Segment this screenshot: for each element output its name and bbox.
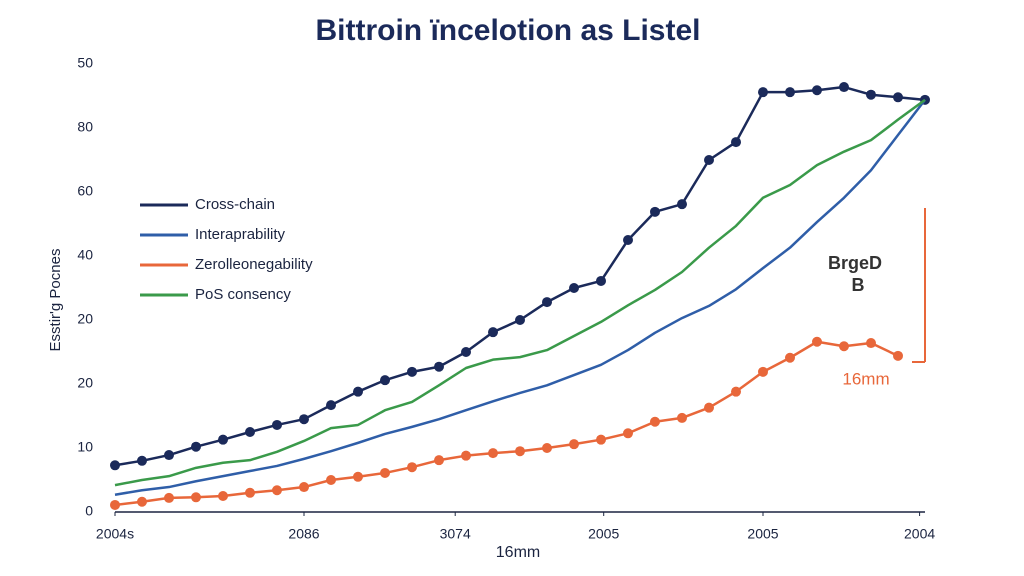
data-point xyxy=(461,450,471,461)
x-tick-label: 3074 xyxy=(440,526,471,542)
x-tick-label: 2086 xyxy=(288,526,319,542)
data-point xyxy=(218,434,228,445)
data-point xyxy=(731,137,741,148)
data-point xyxy=(839,82,849,93)
data-point xyxy=(380,375,390,386)
y-tick-label: 0 xyxy=(85,503,93,519)
data-point xyxy=(110,460,120,471)
data-point xyxy=(704,155,714,165)
x-tick-label: 2005 xyxy=(588,526,619,542)
data-point xyxy=(866,338,876,349)
data-point xyxy=(515,315,525,325)
data-point xyxy=(299,414,309,425)
data-point xyxy=(110,499,120,510)
y-tick-label: 40 xyxy=(77,247,93,263)
data-point xyxy=(380,467,390,478)
data-point xyxy=(758,87,768,98)
data-point xyxy=(623,235,633,245)
x-tick-label: 2004s xyxy=(96,526,134,542)
legend-label: Cross-chain xyxy=(195,196,275,213)
data-point xyxy=(515,446,525,457)
y-tick-label: 20 xyxy=(77,375,93,391)
series-line xyxy=(114,98,926,487)
legend-label: Interaprability xyxy=(195,226,286,243)
x-tick-label: 2005 xyxy=(747,526,778,542)
data-point xyxy=(596,275,606,286)
data-point xyxy=(218,491,228,501)
data-point xyxy=(326,475,336,485)
data-point xyxy=(245,427,255,437)
data-point xyxy=(839,341,849,352)
chart-title: Bittroin ïncelotion as Listel xyxy=(315,14,700,47)
data-point xyxy=(812,85,822,96)
data-point xyxy=(542,297,552,308)
data-point xyxy=(191,441,201,452)
data-point xyxy=(137,455,147,466)
data-point xyxy=(596,434,606,445)
data-point xyxy=(272,419,282,430)
data-point xyxy=(488,327,498,338)
data-point xyxy=(812,336,822,347)
data-point xyxy=(677,199,687,210)
annotation: BrgeD xyxy=(828,253,882,273)
data-point xyxy=(623,428,633,439)
data-point xyxy=(866,89,876,100)
x-tick-label: 2004 xyxy=(904,526,935,542)
y-axis-label: Esstir'g Pocnes xyxy=(47,249,64,352)
data-point xyxy=(461,347,471,357)
data-point xyxy=(434,455,444,466)
data-point xyxy=(353,386,363,397)
data-point xyxy=(731,386,741,397)
data-point xyxy=(245,487,255,498)
series-line xyxy=(114,340,899,507)
data-point xyxy=(407,366,417,377)
y-tick-label: 60 xyxy=(77,183,93,199)
x-axis-label: 16mm xyxy=(496,544,540,561)
data-point xyxy=(191,492,201,503)
data-point xyxy=(164,492,174,503)
data-point xyxy=(488,448,498,459)
data-point xyxy=(650,206,660,217)
y-tick-label: 50 xyxy=(77,55,93,71)
data-point xyxy=(353,471,363,482)
data-point xyxy=(650,416,660,427)
data-point xyxy=(758,366,768,377)
data-point xyxy=(785,352,795,363)
legend-label: Zerolleonegability xyxy=(195,256,313,273)
data-point xyxy=(569,439,579,450)
data-point xyxy=(569,283,579,293)
legend-label: PoS consency xyxy=(195,286,291,303)
annotation: B xyxy=(852,275,865,295)
data-point xyxy=(704,402,714,413)
data-point xyxy=(164,450,174,461)
series-line xyxy=(114,85,926,467)
series-line xyxy=(114,99,926,496)
data-point xyxy=(407,462,417,473)
data-point xyxy=(542,443,552,453)
data-point xyxy=(137,496,147,507)
y-tick-label: 10 xyxy=(77,439,93,455)
data-point xyxy=(326,400,336,411)
data-point xyxy=(677,412,687,423)
y-tick-label: 80 xyxy=(77,119,93,135)
data-point xyxy=(785,87,795,98)
data-point xyxy=(272,485,282,496)
data-point xyxy=(893,92,903,103)
y-tick-label: 20 xyxy=(77,311,93,327)
annotation: 16mm xyxy=(842,369,889,388)
data-point xyxy=(893,350,903,361)
data-point xyxy=(299,482,309,493)
data-point xyxy=(434,361,444,372)
